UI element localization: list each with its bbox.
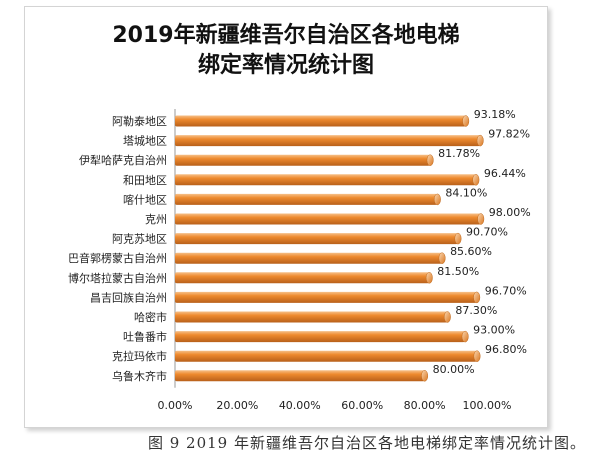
data-label-row-6: 98.00% (489, 206, 531, 219)
category-label-row-8: 巴音郭楞蒙古自治州 (68, 251, 167, 265)
bar-cap-row-14 (421, 370, 429, 382)
chart-title-line-1: 2019年新疆维吾尔自治区各地电梯 (112, 23, 460, 48)
data-label-row-5: 84.10% (445, 186, 487, 199)
category-label-row-2: 塔城地区 (123, 135, 167, 148)
bar-cap-row-13 (473, 350, 481, 362)
x-tick-label-3: 40.00% (279, 399, 321, 412)
data-label-row-11: 87.30% (455, 304, 497, 317)
data-label-row-7: 90.70% (466, 226, 508, 239)
category-label-row-6: 克州 (145, 213, 167, 226)
data-label-row-3: 81.78% (438, 147, 480, 160)
bar-row-13 (175, 350, 478, 362)
bar-cap-row-3 (426, 154, 434, 166)
bar-row-5 (175, 193, 438, 205)
bar-cap-row-6 (477, 213, 485, 225)
bar-chart: 阿勒泰地区 93.18% 塔城地区 97.82% 伊犁哈萨克自治州 81.78% 和田地区 9… (68, 108, 531, 412)
bar-cap-row-10 (473, 291, 481, 304)
x-tick-label-4: 60.00% (341, 399, 383, 412)
bar-row-1 (175, 115, 466, 127)
category-label-row-12: 吐鲁番市 (123, 330, 167, 344)
bar-cap-row-9 (425, 272, 433, 284)
x-tick-label-6: 100.00% (463, 399, 512, 412)
category-label-row-10: 昌吉回族自治州 (90, 290, 167, 304)
bar-row-9 (175, 272, 430, 284)
bar-cap-row-2 (476, 134, 484, 147)
data-label-row-9: 81.50% (437, 265, 479, 278)
x-tick-label-1: 0.00% (158, 399, 193, 412)
category-label-row-9: 博尔塔拉蒙古自治州 (68, 271, 167, 285)
data-label-row-8: 85.60% (450, 245, 492, 258)
bar-row-6 (175, 213, 481, 225)
figure-caption: 图 9 2019 年新疆维吾尔自治区各地电梯绑定率情况统计图。 (147, 434, 586, 452)
bar-row-4 (175, 174, 476, 186)
bar-cap-row-11 (443, 311, 451, 323)
data-label-row-1: 93.18% (474, 108, 516, 121)
bar-row-8 (175, 252, 443, 264)
bar-cap-row-4 (472, 174, 480, 186)
bar-row-10 (175, 291, 477, 303)
chart-frame: 2019年新疆维吾尔自治区各地电梯 绑定率情况统计图 阿勒泰地区 93.18% 塔城… (24, 6, 548, 428)
data-label-row-2: 97.82% (488, 128, 530, 141)
bar-cap-row-5 (433, 193, 441, 206)
chart-title: 2019年新疆维吾尔自治区各地电梯 绑定率情况统计图 (25, 21, 547, 81)
data-label-row-12: 93.00% (473, 324, 515, 337)
x-tick-label-5: 80.00% (404, 399, 446, 412)
data-label-row-10: 96.70% (485, 284, 527, 297)
category-label-row-13: 克拉玛依市 (112, 349, 167, 363)
bar-row-11 (175, 311, 448, 323)
bar-cap-row-1 (462, 115, 470, 127)
bar-row-3 (175, 154, 431, 166)
category-label-row-1: 阿勒泰地区 (112, 114, 167, 128)
bar-row-12 (175, 331, 466, 343)
bar-cap-row-12 (461, 330, 469, 343)
data-label-row-4: 96.44% (484, 167, 526, 180)
data-label-row-13: 96.80% (485, 343, 527, 356)
chart-title-line-2: 绑定率情况统计图 (197, 53, 374, 78)
category-label-row-14: 乌鲁木齐市 (112, 369, 167, 383)
bar-row-2 (175, 135, 481, 147)
category-label-row-3: 伊犁哈萨克自治州 (79, 153, 167, 167)
category-label-row-4: 和田地区 (123, 174, 167, 187)
bar-row-14 (175, 370, 425, 382)
bar-cap-row-7 (454, 232, 462, 245)
category-label-row-11: 哈密市 (134, 310, 167, 324)
category-label-row-5: 喀什地区 (123, 193, 167, 206)
data-label-row-14: 80.00% (433, 363, 475, 376)
category-label-row-7: 阿克苏地区 (112, 233, 167, 246)
bar-cap-row-8 (438, 252, 446, 264)
x-tick-label-2: 20.00% (216, 399, 258, 412)
bar-row-7 (175, 233, 458, 245)
